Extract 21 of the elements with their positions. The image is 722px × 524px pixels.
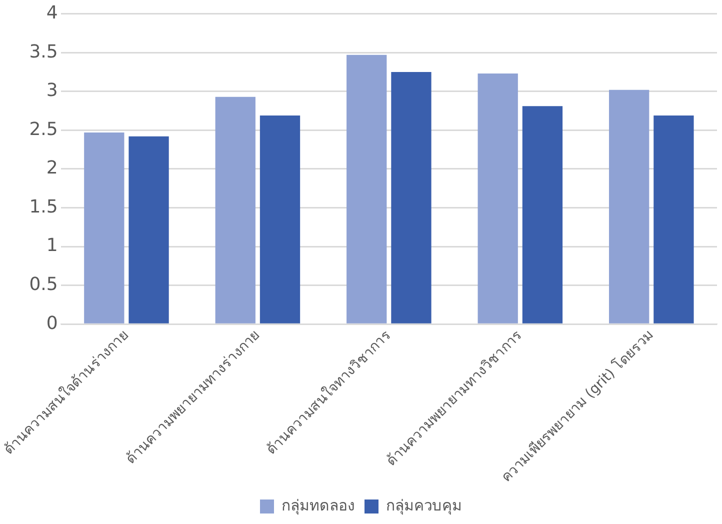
bar [522, 106, 563, 324]
y-tick-label: 2.5 [29, 118, 58, 140]
bar [128, 136, 169, 324]
legend-label: กลุ่มทดลอง [282, 496, 354, 516]
bar [84, 132, 124, 324]
bar [346, 54, 387, 324]
y-tick-label: 0 [46, 312, 58, 334]
y-tick-label: 4 [46, 2, 58, 24]
bar [260, 115, 300, 324]
y-tick-label: 2 [46, 158, 58, 179]
bar [391, 72, 432, 324]
y-tick-label: 0.5 [29, 274, 58, 296]
y-tick-label: 1.5 [29, 196, 58, 218]
bar [654, 115, 694, 324]
y-tick-label: 3 [46, 80, 58, 102]
bar [215, 96, 256, 324]
y-tick-label: 1 [46, 235, 58, 256]
y-tick-label: 3.5 [29, 41, 58, 62]
bar [608, 90, 650, 324]
legend-label: กลุ่มควบคุม [386, 496, 462, 516]
bar [478, 74, 518, 324]
